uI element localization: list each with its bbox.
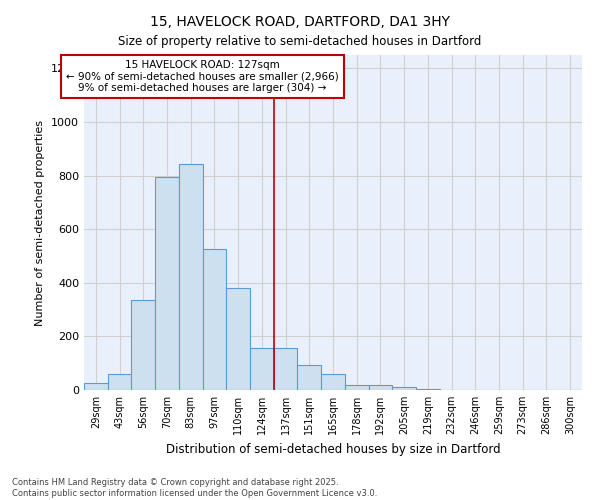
Bar <box>131 300 155 390</box>
Text: 15 HAVELOCK ROAD: 127sqm
← 90% of semi-detached houses are smaller (2,966)
9% of: 15 HAVELOCK ROAD: 127sqm ← 90% of semi-d… <box>66 60 339 93</box>
Bar <box>368 385 392 390</box>
Bar <box>392 388 416 390</box>
Bar <box>416 388 440 390</box>
Text: Contains HM Land Registry data © Crown copyright and database right 2025.
Contai: Contains HM Land Registry data © Crown c… <box>12 478 377 498</box>
Text: 15, HAVELOCK ROAD, DARTFORD, DA1 3HY: 15, HAVELOCK ROAD, DARTFORD, DA1 3HY <box>150 15 450 29</box>
Bar <box>84 384 108 390</box>
X-axis label: Distribution of semi-detached houses by size in Dartford: Distribution of semi-detached houses by … <box>166 442 500 456</box>
Bar <box>345 384 368 390</box>
Bar <box>203 250 226 390</box>
Bar <box>108 374 131 390</box>
Bar <box>155 177 179 390</box>
Text: Size of property relative to semi-detached houses in Dartford: Size of property relative to semi-detach… <box>118 35 482 48</box>
Bar <box>226 288 250 390</box>
Bar <box>274 348 298 390</box>
Bar <box>250 348 274 390</box>
Bar <box>321 374 345 390</box>
Bar <box>179 164 203 390</box>
Y-axis label: Number of semi-detached properties: Number of semi-detached properties <box>35 120 46 326</box>
Bar <box>298 364 321 390</box>
